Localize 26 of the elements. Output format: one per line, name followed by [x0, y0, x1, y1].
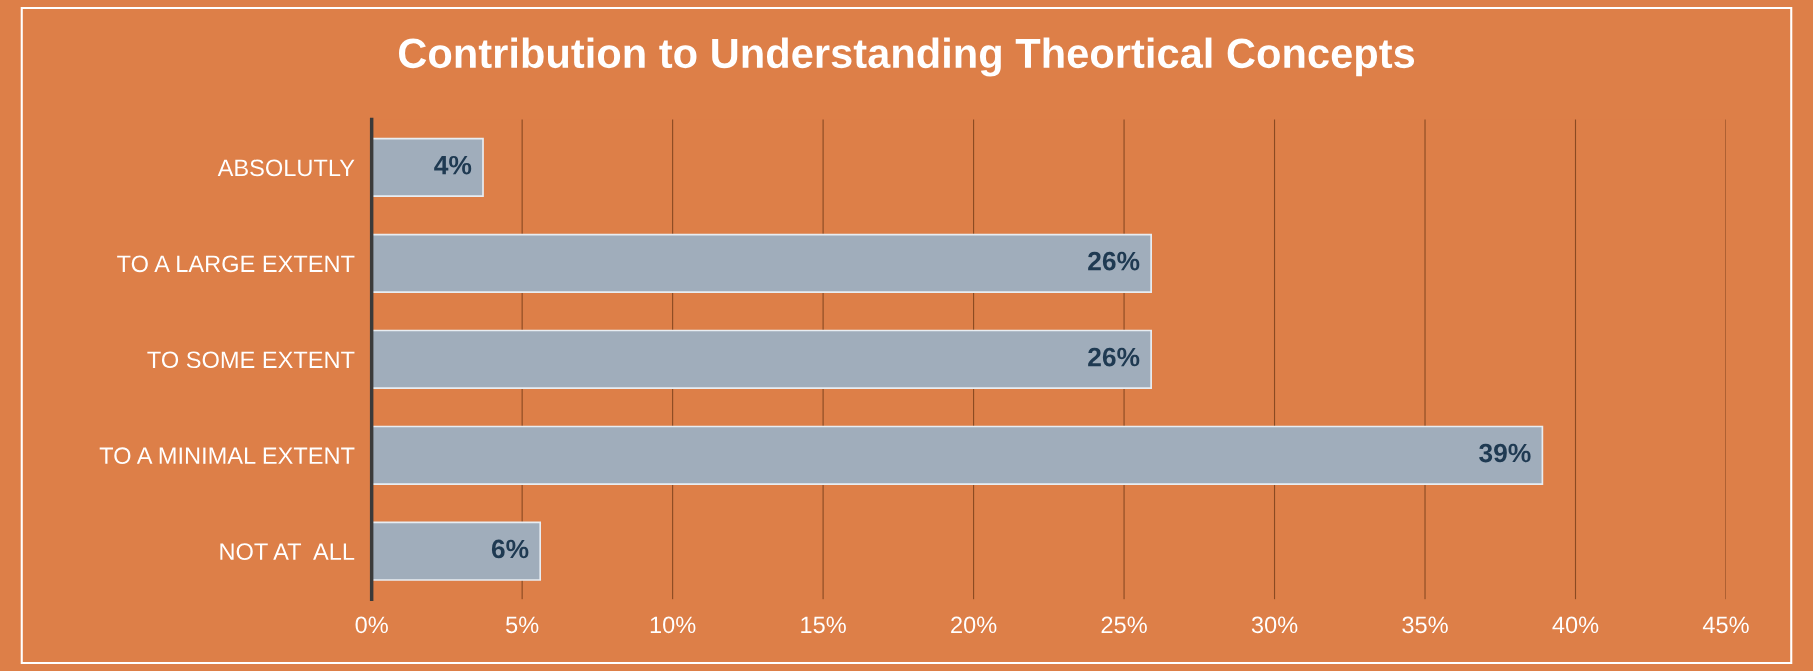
data-label: 26% — [1088, 347, 1140, 367]
y-tick-label: ABSOLUTLY — [217, 159, 355, 177]
data-label: 4% — [434, 155, 472, 175]
x-tick-label: 40% — [1552, 616, 1599, 634]
x-tick-label: 20% — [951, 616, 997, 634]
x-tick-label: 45% — [1702, 616, 1749, 634]
x-tick-label: 30% — [1251, 616, 1298, 634]
data-label: 26% — [1088, 251, 1140, 271]
y-tick-label: TO SOME EXTENT — [147, 351, 355, 369]
bar — [371, 521, 542, 581]
y-tick-label: TO A LARGE EXTENT — [117, 255, 355, 273]
x-tick-label: 35% — [1402, 616, 1448, 634]
bar — [371, 137, 484, 198]
y-tick-label: TO A MINIMAL EXTENT — [99, 447, 355, 465]
bar — [371, 329, 1152, 389]
data-label: 39% — [1479, 443, 1531, 463]
bar — [371, 233, 1152, 293]
y-tick-label: NOT AT ALL — [220, 543, 355, 561]
x-tick-label: 10% — [650, 616, 696, 634]
x-tick-label: 0% — [355, 616, 388, 634]
x-tick-label: 5% — [506, 616, 539, 634]
x-tick-label: 25% — [1101, 616, 1147, 634]
x-tick-label: 15% — [801, 616, 846, 634]
data-label: 6% — [491, 539, 529, 559]
bar — [371, 425, 1544, 485]
chart-title: Contribution to Understanding Theortical Concepts — [399, 37, 1415, 77]
